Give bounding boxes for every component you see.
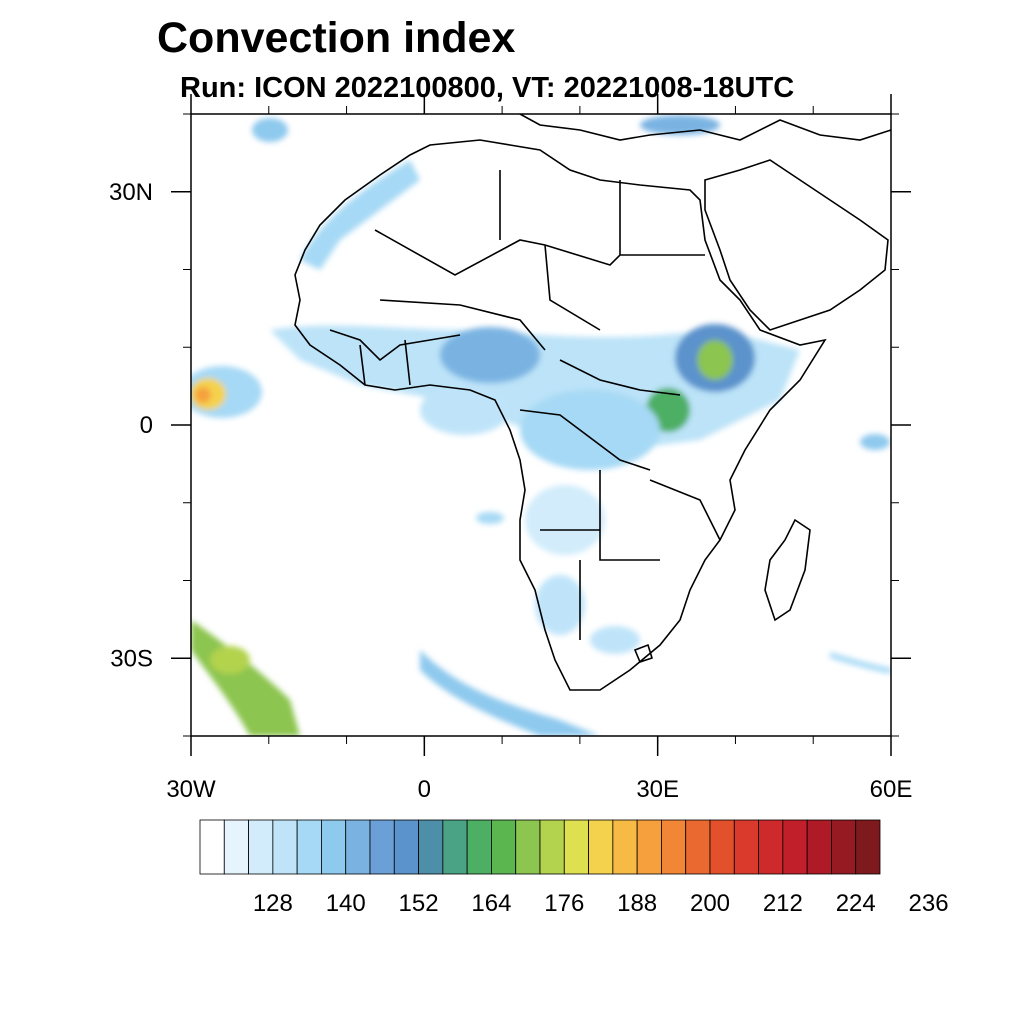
field-indian-ocean (860, 434, 890, 450)
lon-tick-label: 30E (636, 776, 679, 803)
colorbar-swatch (393, 819, 419, 875)
colorbar-swatch (223, 819, 249, 875)
border-west (329, 329, 461, 386)
colorbar: 128 140 152 164 176 188 200 212 224 236 (199, 819, 949, 917)
colorbar-label: 212 (763, 890, 803, 917)
lat-tick-label: 0 (140, 412, 153, 439)
madagascar-coastline (764, 518, 811, 622)
field-nigeria (440, 327, 540, 383)
colorbar-swatch (685, 819, 711, 875)
colorbar-swatch (272, 819, 298, 875)
field-sw-core (210, 646, 250, 674)
lon-tick-label: 0 (418, 776, 431, 803)
colorbar-swatch (296, 819, 322, 875)
colorbar-swatch (321, 819, 347, 875)
colorbar-swatch (369, 819, 395, 875)
colorbar-swatch (661, 819, 687, 875)
lesotho-border (633, 643, 653, 663)
colorbar-swatch (491, 819, 517, 875)
lat-tick-label: 30S (110, 645, 153, 672)
colorbar-swatch (442, 819, 468, 875)
field-atlantic-west-inner (195, 387, 211, 403)
colorbar-swatch (539, 819, 565, 875)
arabia-coastline (704, 159, 889, 331)
field-south-atlantic (476, 512, 504, 524)
field-angola (525, 485, 605, 555)
colorbar-swatch (831, 819, 857, 875)
field-gulf-guinea (420, 385, 510, 435)
field-namibia (535, 575, 585, 635)
colorbar-swatch (418, 819, 444, 875)
field-atlantic-nw (252, 118, 288, 142)
colorbar-swatch (636, 819, 662, 875)
colorbar-label: 236 (909, 890, 949, 917)
colorbar-swatch (345, 819, 371, 875)
map-title: Convection index (157, 14, 516, 62)
europe-coastline (519, 114, 891, 141)
colorbar-label: 224 (836, 890, 876, 917)
field-se-band (830, 652, 891, 674)
lat-tick-label: 30N (109, 179, 153, 206)
colorbar-label: 128 (253, 890, 293, 917)
colorbar-swatch (733, 819, 759, 875)
colorbar-swatch (248, 819, 274, 875)
colorbar-swatch (515, 819, 541, 875)
map-axes: 30W 0 30E 60E 30N 0 30S (109, 94, 912, 803)
convection-field (191, 115, 891, 736)
border-sahara (374, 170, 705, 351)
field-sa-east (590, 626, 640, 654)
colorbar-label: 200 (690, 890, 730, 917)
colorbar-label: 164 (471, 890, 511, 917)
colorbar-swatch (466, 819, 492, 875)
colorbar-swatch (709, 819, 735, 875)
field-frontal-band (420, 650, 600, 736)
colorbar-label: 188 (617, 890, 657, 917)
colorbar-swatch (199, 819, 225, 875)
colorbar-swatch (855, 819, 881, 875)
colorbar-swatch (806, 819, 832, 875)
lon-tick-label: 30W (166, 776, 216, 803)
colorbar-swatch (563, 819, 589, 875)
colorbar-label: 152 (399, 890, 439, 917)
field-ethiopia-core (697, 340, 733, 380)
colorbar-swatch (782, 819, 808, 875)
field-morocco (300, 160, 420, 270)
border-central (519, 359, 721, 640)
colorbar-label: 176 (544, 890, 584, 917)
coastlines-borders (294, 114, 891, 691)
lon-tick-label: 60E (870, 776, 913, 803)
africa-coastline (294, 139, 827, 691)
colorbar-label: 140 (326, 890, 366, 917)
colorbar-swatch (612, 819, 638, 875)
field-sw-band (191, 620, 300, 736)
colorbar-swatch (758, 819, 784, 875)
colorbar-swatch (588, 819, 614, 875)
map-subtitle: Run: ICON 2022100800, VT: 20221008-18UTC (180, 72, 795, 104)
field-congo (520, 390, 660, 470)
